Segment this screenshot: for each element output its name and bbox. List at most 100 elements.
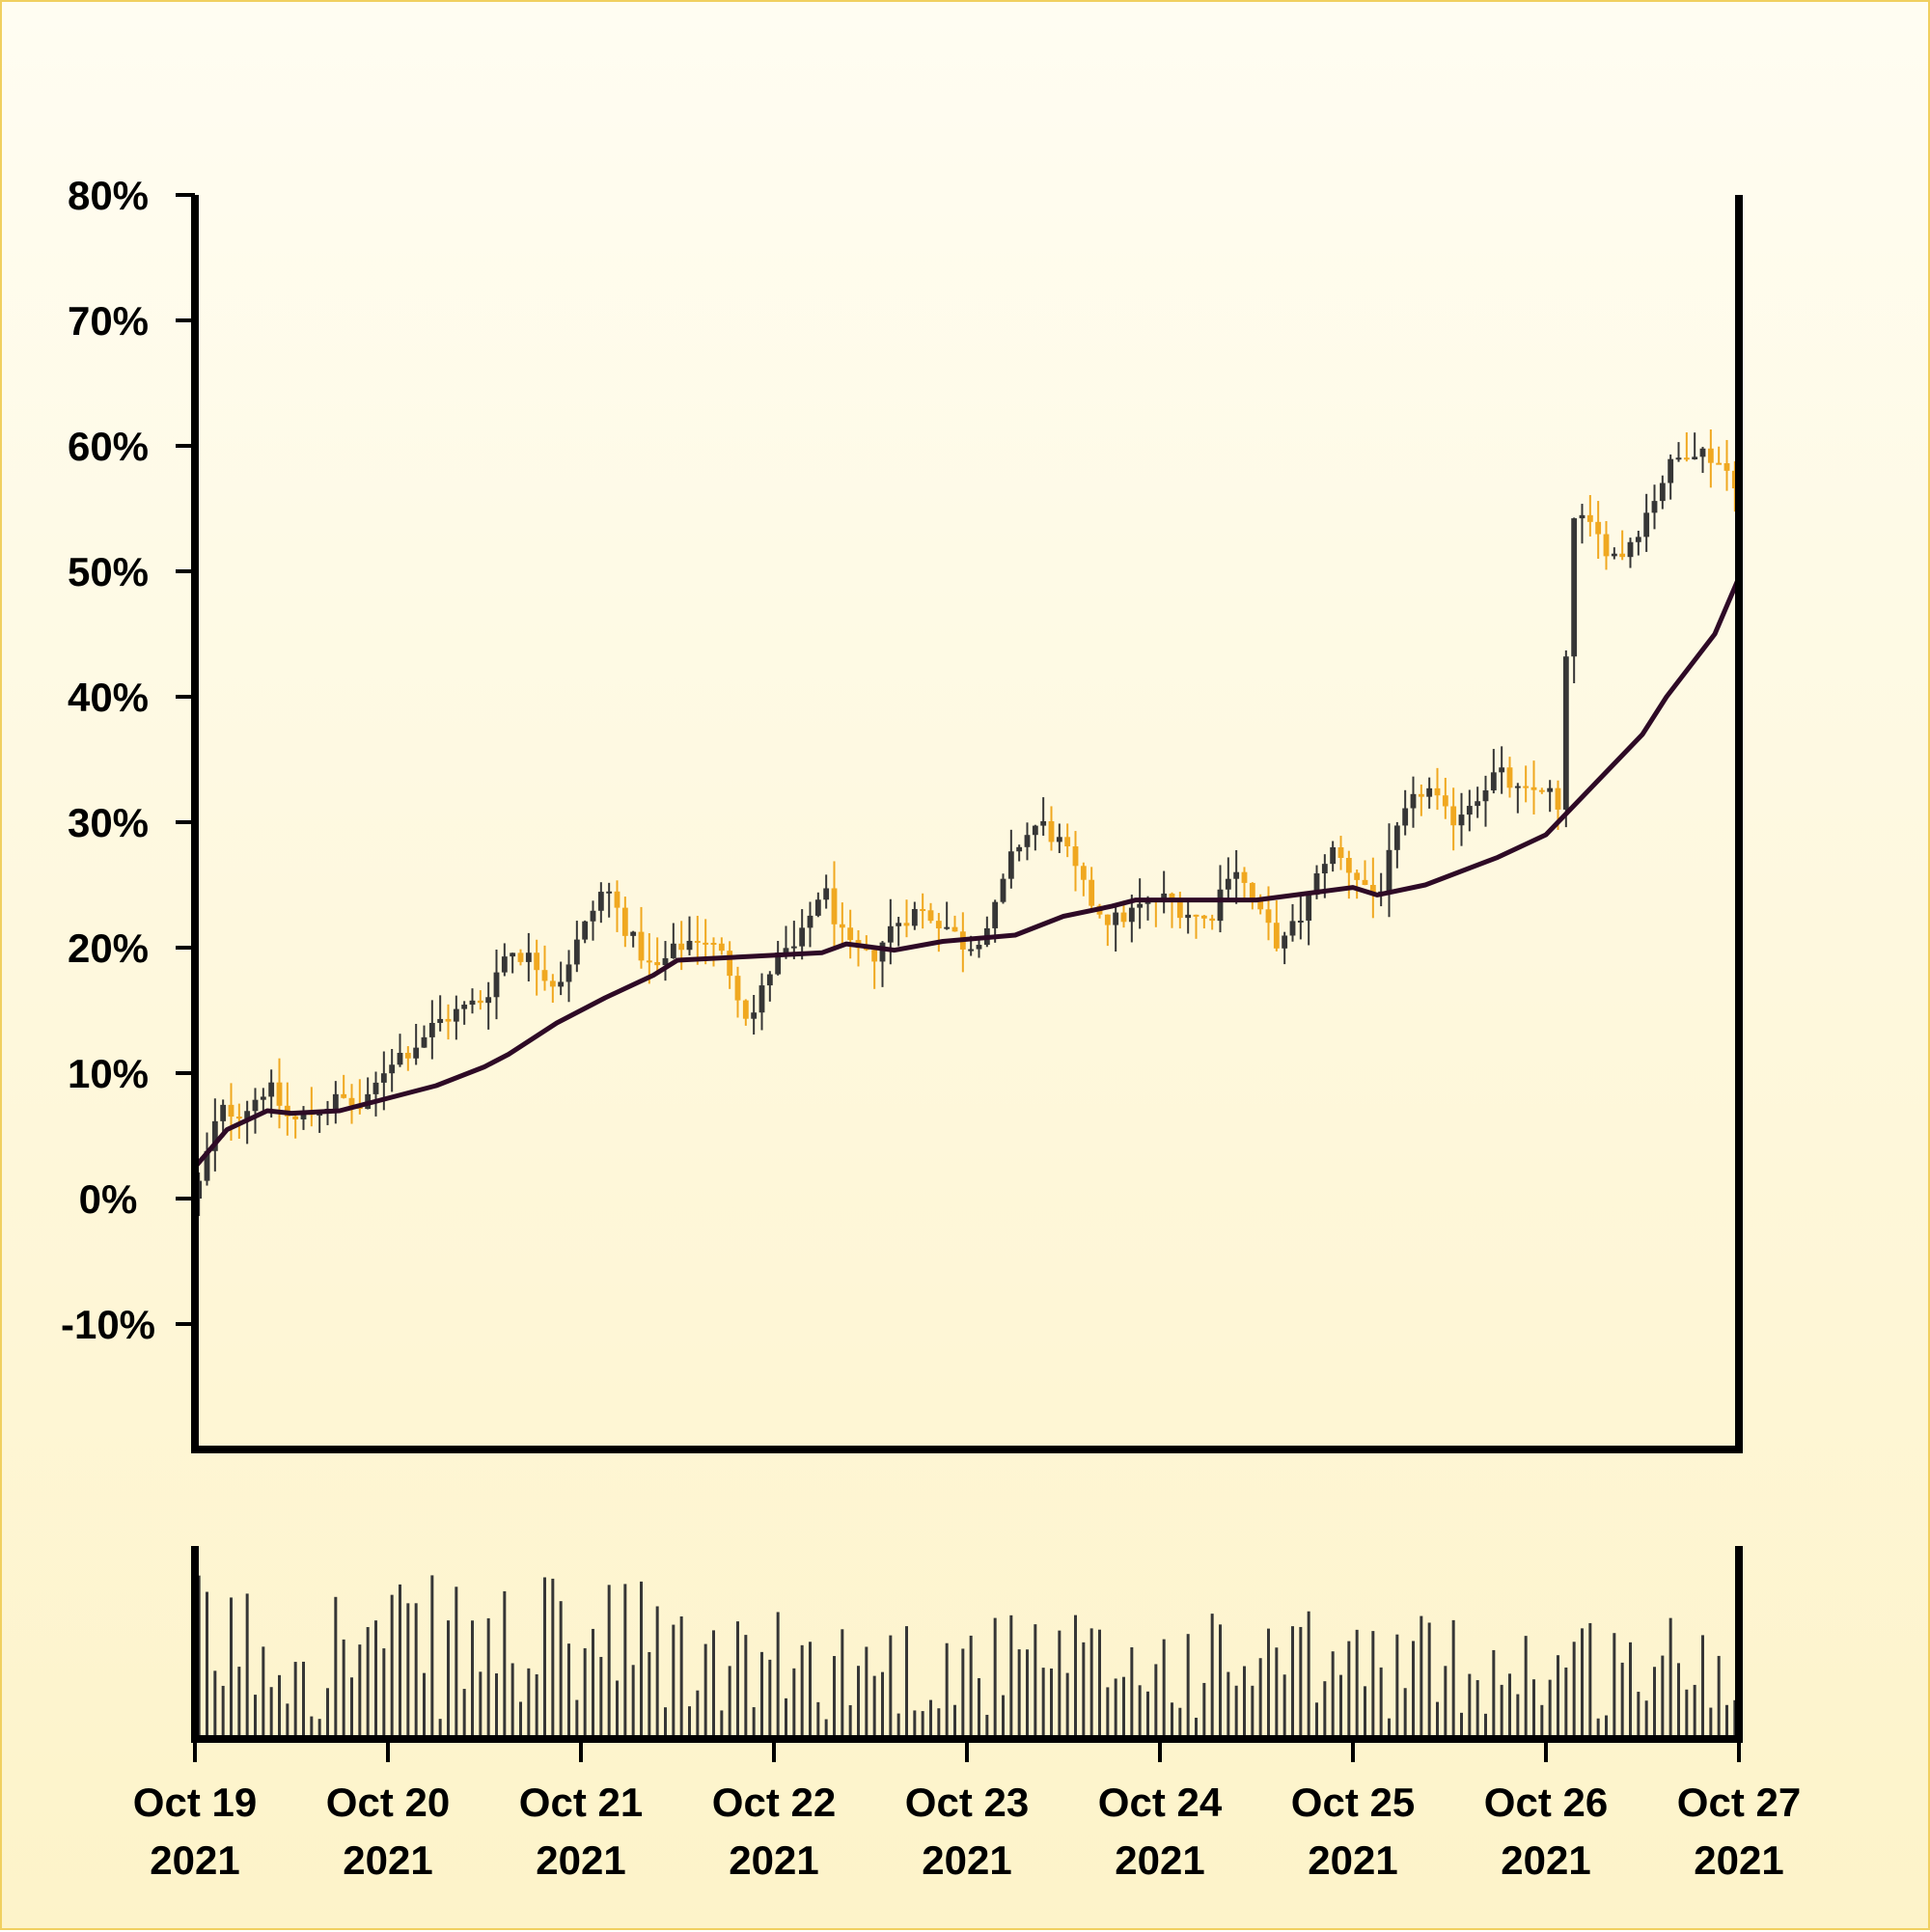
candle-body — [1442, 795, 1448, 807]
candle-body — [421, 1036, 427, 1048]
candle-body — [1611, 553, 1617, 557]
candle-body — [317, 1113, 323, 1116]
volume-bar — [1243, 1666, 1246, 1739]
candle-body — [1410, 793, 1417, 809]
volume-bar — [1154, 1664, 1158, 1739]
candle-body — [461, 1005, 468, 1009]
candle-body — [541, 970, 548, 981]
candle-body — [920, 909, 926, 912]
candle-body — [1297, 920, 1304, 923]
volume-bar — [703, 1643, 707, 1739]
axes — [176, 193, 1743, 1762]
volume-bar — [1041, 1668, 1045, 1739]
candle-body — [1072, 846, 1079, 867]
candle-body — [678, 943, 685, 951]
volume-bar — [1436, 1701, 1439, 1739]
candle-body — [1185, 914, 1192, 919]
candle-body — [703, 942, 709, 945]
volume-bar — [1219, 1624, 1222, 1739]
volume-bar — [929, 1699, 932, 1739]
x-tick-label: Oct 19 — [133, 1780, 257, 1825]
candle-body — [1137, 903, 1144, 908]
candle-body — [614, 891, 620, 908]
volume-bar — [1605, 1715, 1608, 1739]
candle-body — [300, 1113, 307, 1119]
volume-bar — [1693, 1684, 1696, 1739]
volume-bar — [993, 1617, 997, 1739]
candle-body — [276, 1082, 283, 1106]
y-tick-label: 20% — [68, 925, 149, 971]
volume-bar — [664, 1707, 667, 1739]
volume-bar — [961, 1648, 965, 1739]
x-tick-label-year: 2021 — [1115, 1837, 1204, 1883]
candle-body — [1499, 767, 1505, 773]
candle-body — [903, 923, 910, 926]
volume-bar — [278, 1674, 281, 1739]
volume-bar — [254, 1695, 257, 1739]
volume-bar — [785, 1697, 787, 1739]
volume-bar — [824, 1719, 828, 1739]
candle-body — [582, 921, 589, 940]
candle-body — [766, 974, 773, 986]
volume-bar — [527, 1668, 531, 1739]
volume-bar — [1202, 1682, 1206, 1739]
volume-bar — [1009, 1615, 1013, 1739]
volume-bar — [1572, 1642, 1576, 1739]
volume-bar — [1644, 1700, 1648, 1739]
candle-body — [1595, 521, 1602, 535]
volume-bar — [1403, 1688, 1407, 1739]
volume-bar — [414, 1603, 418, 1739]
volume-bar — [1050, 1668, 1053, 1739]
candle-body — [871, 950, 878, 962]
candle-body — [1434, 787, 1441, 796]
volume-bar — [1661, 1655, 1665, 1739]
candle-body — [654, 961, 661, 966]
volume-bar — [1122, 1676, 1125, 1739]
volume-bar — [1227, 1671, 1230, 1739]
y-tick-label: 40% — [68, 675, 149, 720]
candle-body — [268, 1082, 275, 1097]
candle-body — [1562, 656, 1569, 810]
candle-body — [428, 1022, 435, 1037]
volume-bar — [872, 1675, 876, 1739]
candle-body — [847, 927, 854, 941]
candle-body — [1707, 448, 1714, 463]
candle-body — [887, 925, 894, 943]
candle-body — [228, 1104, 234, 1118]
x-tick-label: Oct 27 — [1677, 1780, 1801, 1825]
volume-bar — [1347, 1641, 1351, 1739]
candle-body — [734, 976, 741, 1001]
candle-body — [244, 1111, 251, 1119]
candle-body — [1716, 462, 1723, 465]
volume-bar — [905, 1626, 908, 1739]
volume-bar — [631, 1665, 635, 1739]
candle-body — [1586, 514, 1593, 522]
candle-body — [453, 1008, 459, 1022]
volume-bar — [423, 1672, 426, 1739]
candle-body — [790, 946, 797, 949]
candle-body — [1128, 907, 1135, 923]
volume-bar — [809, 1642, 812, 1739]
candle-body — [1040, 820, 1047, 826]
candle-body — [1273, 923, 1280, 949]
volume-bar — [1339, 1674, 1342, 1739]
volume-bar — [1564, 1667, 1568, 1739]
volume-bar — [640, 1581, 643, 1739]
candle-body — [927, 910, 934, 922]
volume-bar — [1267, 1628, 1270, 1739]
candle-body — [1249, 882, 1255, 901]
volume-bar — [1420, 1615, 1423, 1739]
volume-bar — [1138, 1685, 1142, 1739]
volume-bar — [833, 1656, 836, 1739]
x-tick-label-year: 2021 — [1501, 1837, 1590, 1883]
volume-bar — [462, 1689, 466, 1739]
candle-body — [220, 1104, 227, 1121]
volume-bar — [1058, 1630, 1062, 1739]
volume-bar — [1668, 1617, 1672, 1739]
volume-bar — [543, 1577, 546, 1739]
candle-body — [621, 907, 628, 936]
volume-bar — [1629, 1642, 1632, 1739]
volume-bar — [438, 1719, 442, 1739]
candle-body — [332, 1093, 339, 1109]
candle-body — [831, 888, 838, 925]
